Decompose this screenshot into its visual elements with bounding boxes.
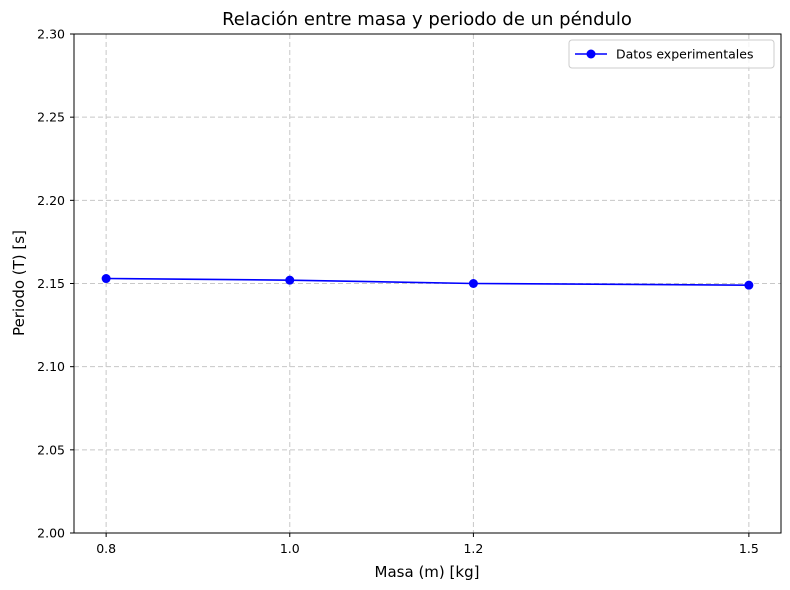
series-line: [106, 277, 749, 286]
data-point: [285, 275, 295, 285]
y-tick-label: 2.25: [37, 110, 65, 125]
data-point: [101, 274, 111, 284]
x-axis-ticks: 0.8 1.0 1.2 1.5: [96, 533, 759, 556]
legend: Datos experimentales: [568, 39, 775, 69]
x-axis-label: Masa (m) [kg]: [375, 563, 480, 581]
y-axis-ticks: 2.00 2.05 2.10 2.15 2.20 2.25 2.30: [37, 27, 74, 541]
y-tick-label: 2.05: [37, 442, 65, 457]
data-point: [744, 280, 754, 290]
x-tick-label: 0.8: [96, 541, 116, 556]
series-layer: [101, 274, 754, 290]
x-tick-label: 1.2: [463, 541, 483, 556]
y-tick-label: 2.15: [37, 276, 65, 291]
y-axis-label: Periodo (T) [s]: [10, 230, 28, 336]
y-tick-label: 2.10: [37, 359, 65, 374]
y-tick-label: 2.30: [37, 27, 65, 42]
x-tick-label: 1.5: [739, 541, 759, 556]
legend-label: Datos experimentales: [616, 47, 753, 62]
data-point: [468, 279, 478, 288]
chart-title: Relación entre masa y periodo de un pénd…: [222, 9, 632, 30]
y-tick-label: 2.00: [37, 526, 65, 541]
grid: [74, 33, 781, 534]
legend-marker: [586, 49, 596, 59]
x-tick-label: 1.0: [280, 541, 300, 556]
legend-box: [568, 39, 775, 69]
y-tick-label: 2.20: [37, 193, 65, 208]
